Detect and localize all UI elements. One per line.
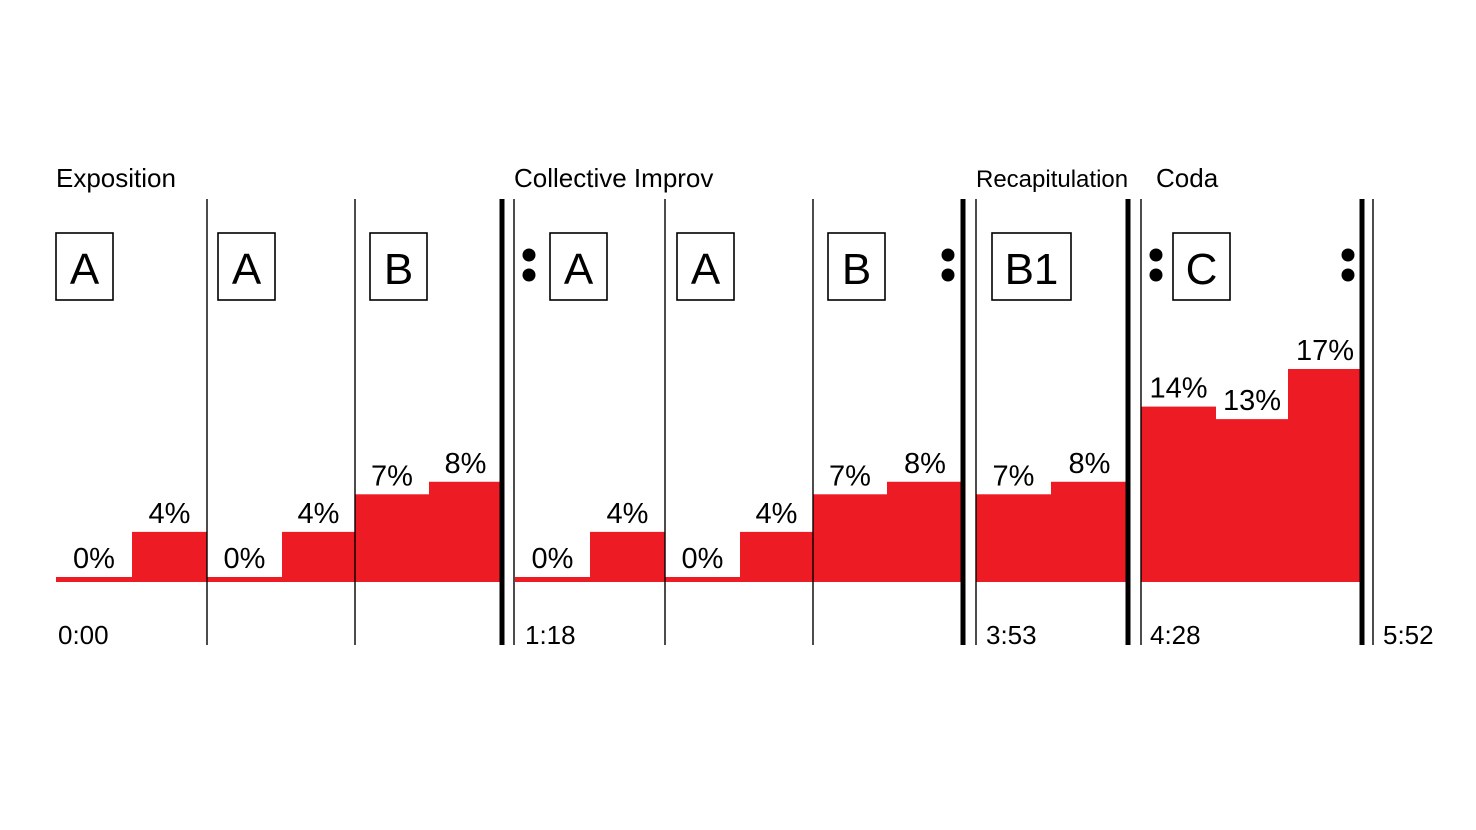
repeat-signs (522, 248, 1355, 282)
time-labels: 0:00 1:18 3:53 4:28 5:52 (58, 620, 1434, 650)
phrase-box (827, 232, 886, 301)
phrase-dividers (206, 199, 1374, 645)
bar (976, 494, 1051, 582)
value-label: 0% (532, 543, 574, 575)
value-label: 0% (224, 543, 266, 575)
bar (1288, 369, 1362, 582)
value-label: 4% (149, 498, 191, 530)
phrase-label: B (842, 245, 871, 294)
repeat-dot (1341, 268, 1355, 282)
bar (590, 531, 665, 582)
value-label: 0% (682, 543, 724, 575)
value-label: 7% (829, 460, 871, 492)
section-barline-thick (1125, 199, 1131, 645)
repeat-dot (1149, 248, 1163, 262)
phrase-label: B (384, 245, 413, 294)
bar (515, 577, 590, 582)
value-labels: 0% 4% 0% 4% 7% 8% 0% 4% 0% 4% 7% 8% 7% 8% 14% 13% 17% (73, 335, 1354, 575)
value-label: 7% (371, 460, 413, 492)
section-label: Collective Improv (514, 163, 713, 193)
bar (1141, 406, 1216, 582)
bar (813, 494, 887, 582)
time-label: 4:28 (1150, 620, 1201, 650)
bar (740, 531, 813, 582)
repeat-dot (941, 268, 955, 282)
bar (1216, 419, 1288, 582)
bar (355, 494, 429, 582)
bars (56, 369, 1362, 582)
phrase-box (549, 232, 608, 301)
section-label: Recapitulation (976, 166, 1128, 193)
phrase-box (369, 232, 428, 301)
bar (887, 481, 963, 582)
phrase-box (55, 232, 114, 301)
value-label: 8% (1069, 448, 1111, 480)
time-label: 3:53 (986, 620, 1037, 650)
value-label: 13% (1223, 385, 1281, 417)
bar (665, 577, 740, 582)
time-label: 5:52 (1383, 620, 1434, 650)
phrase-boxes: A A B A A B B1 C (55, 232, 1231, 301)
section-barline-thick (1359, 199, 1365, 645)
bar (132, 531, 207, 582)
repeat-dot (1341, 248, 1355, 262)
phrase-label: A (232, 245, 262, 294)
time-label: 0:00 (58, 620, 109, 650)
value-label: 8% (445, 448, 487, 480)
bar (282, 531, 355, 582)
value-label: 14% (1149, 373, 1207, 405)
section-barline-thick (499, 199, 505, 645)
repeat-dot (941, 248, 955, 262)
repeat-dot (522, 268, 536, 282)
value-label: 4% (298, 498, 340, 530)
phrase-label: A (691, 245, 721, 294)
value-label: 8% (904, 448, 946, 480)
value-label: 4% (756, 498, 798, 530)
section-labels: Exposition Collective Improv Recapitulatio… (56, 163, 1219, 193)
phrase-box (991, 232, 1072, 301)
phrase-label: A (70, 245, 100, 294)
time-label: 1:18 (525, 620, 576, 650)
repeat-dot (522, 248, 536, 262)
phrase-box (1172, 232, 1231, 301)
repeat-dot (1149, 268, 1163, 282)
bar (56, 577, 132, 582)
bar (1051, 481, 1128, 582)
phrase-label: B1 (1005, 245, 1059, 294)
phrase-label: A (564, 245, 594, 294)
value-label: 17% (1296, 335, 1354, 367)
section-label: Coda (1156, 163, 1219, 193)
phrase-box (217, 232, 276, 301)
section-barline-thick (960, 199, 966, 645)
value-label: 7% (993, 460, 1035, 492)
phrase-box (676, 232, 735, 301)
bar (429, 481, 502, 582)
section-label: Exposition (56, 163, 176, 193)
phrase-label: C (1186, 245, 1218, 294)
value-label: 0% (73, 543, 115, 575)
value-label: 4% (607, 498, 649, 530)
bar (207, 577, 282, 582)
